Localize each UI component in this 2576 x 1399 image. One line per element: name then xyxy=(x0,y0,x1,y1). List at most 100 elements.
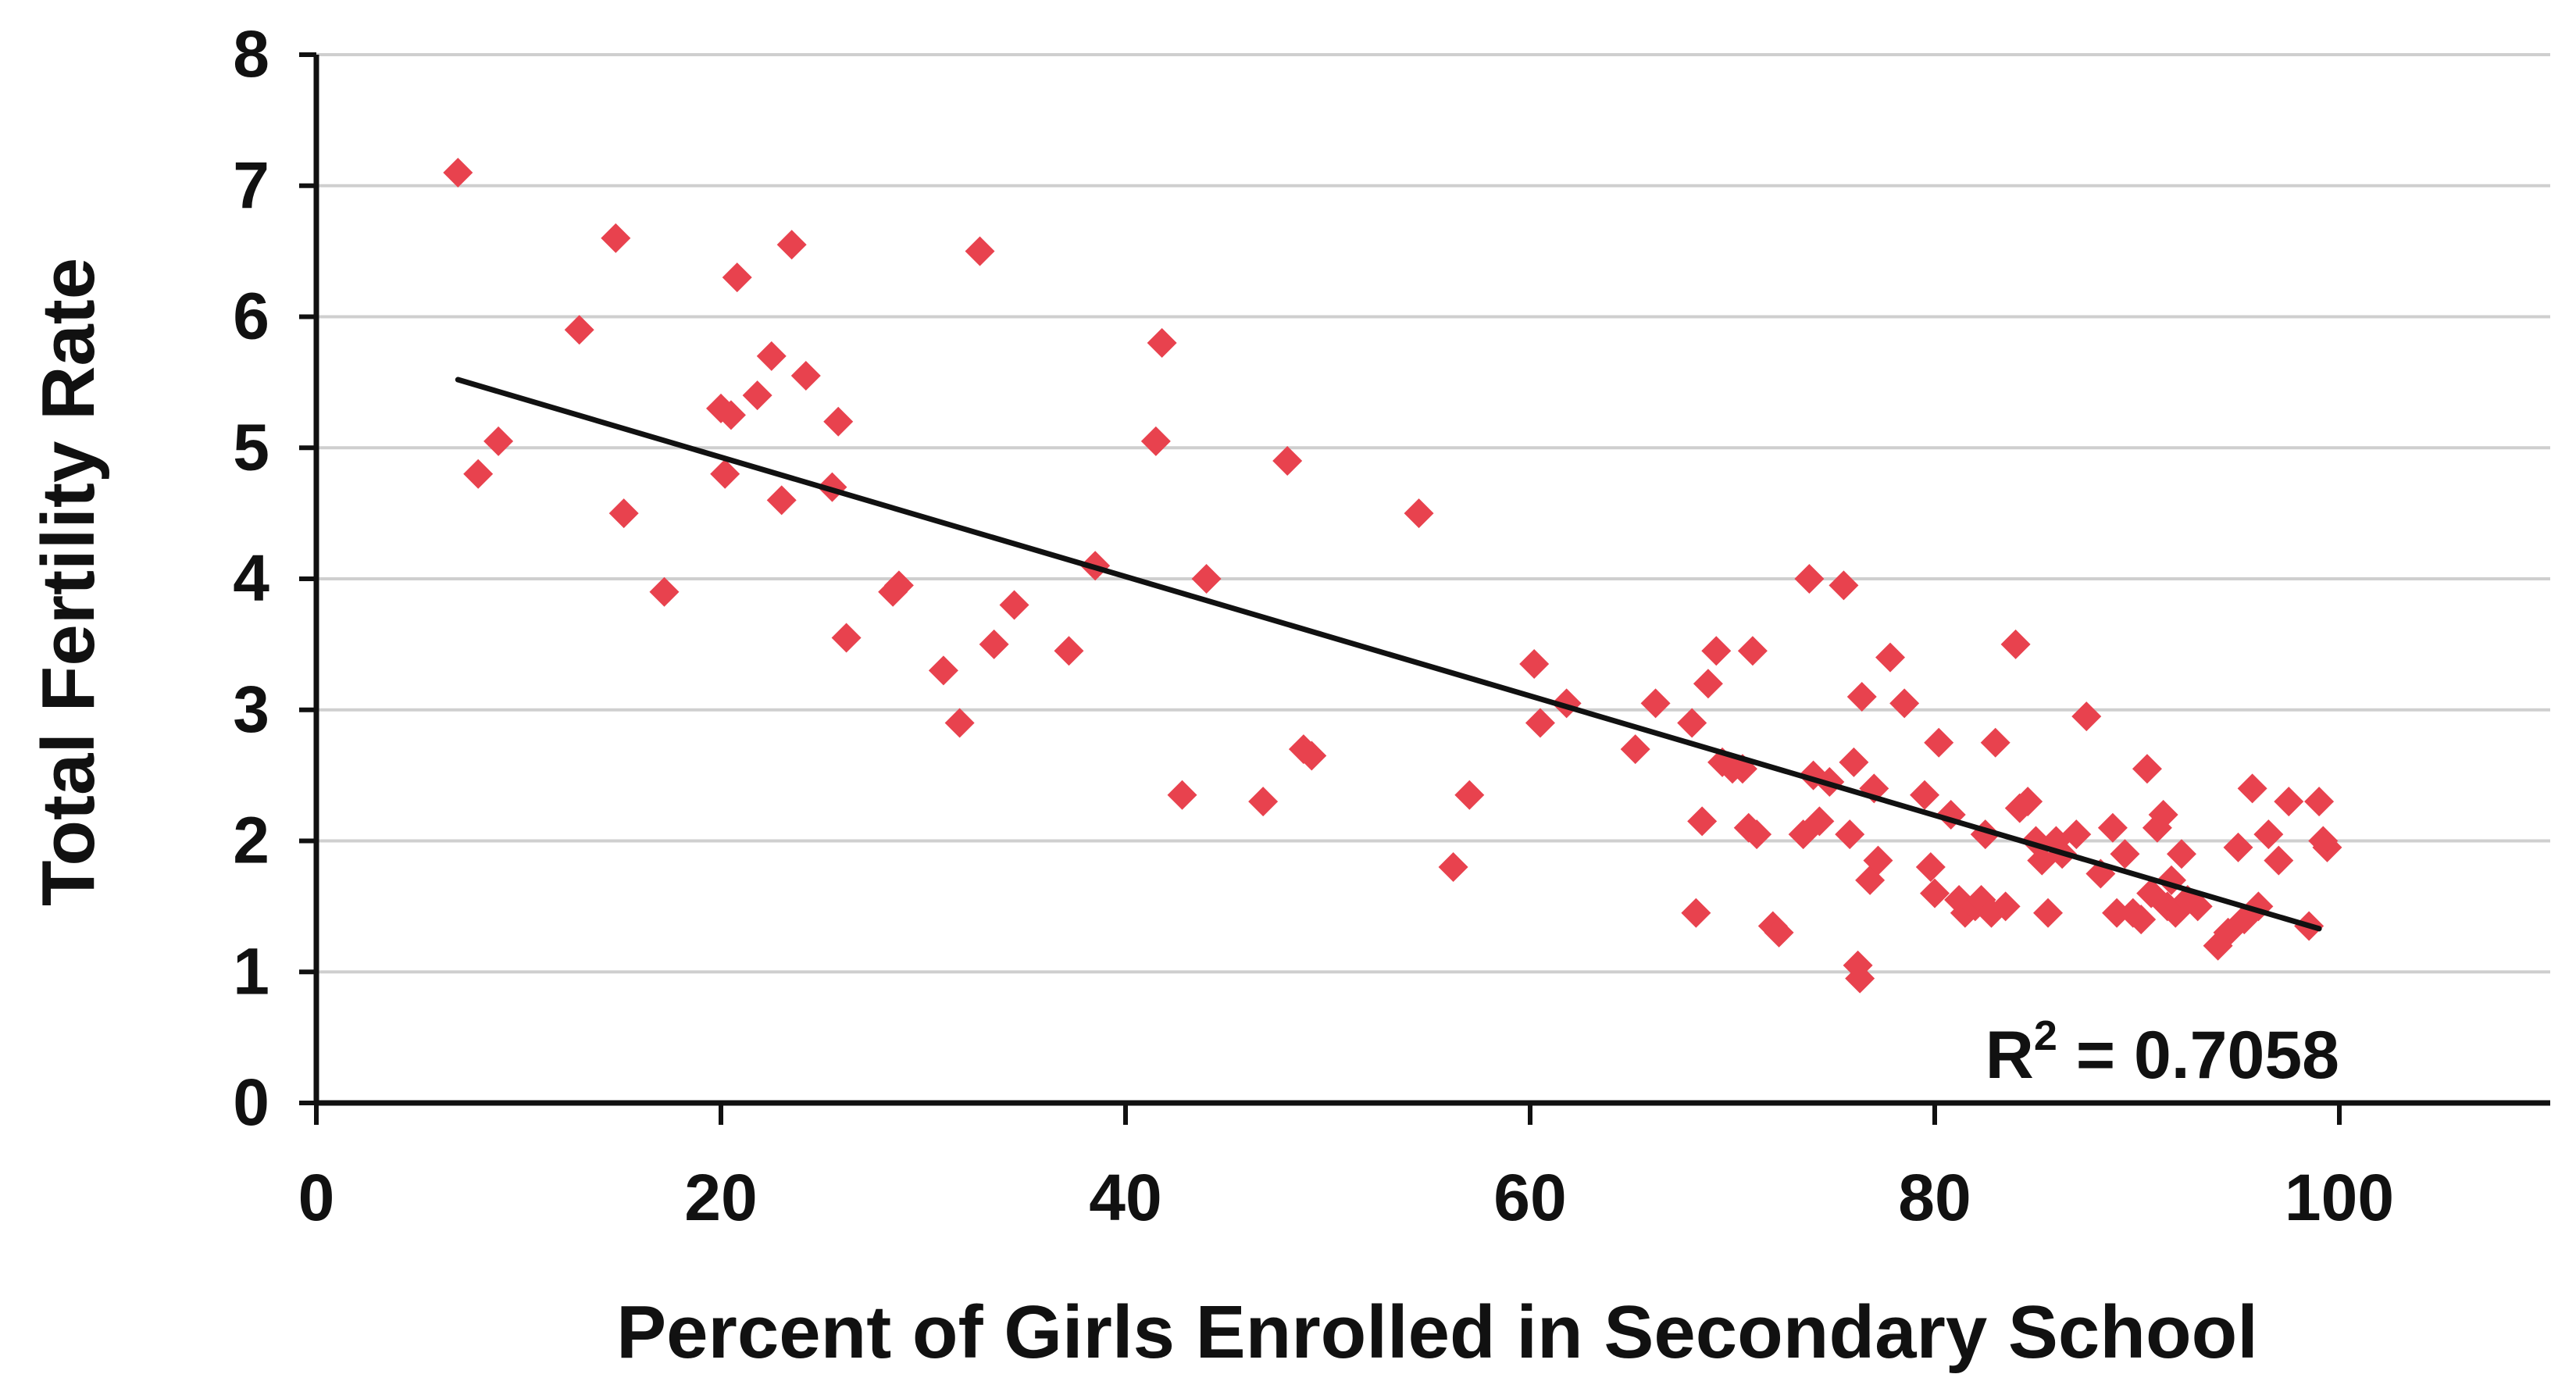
x-tick-label-100: 100 xyxy=(2285,1161,2394,1234)
data-point-5 xyxy=(608,498,639,529)
data-point-101 xyxy=(2126,905,2157,935)
data-point-22 xyxy=(944,708,975,738)
data-point-0 xyxy=(443,157,473,187)
data-point-105 xyxy=(2148,799,2178,830)
data-point-42 xyxy=(1620,734,1650,765)
x-tick-label-60: 60 xyxy=(1493,1161,1566,1234)
trendline-group xyxy=(455,377,2322,932)
data-point-84 xyxy=(1980,727,2010,758)
data-point-43 xyxy=(1640,688,1671,719)
y-tick-label-8: 8 xyxy=(233,17,269,91)
x-tick-label-40: 40 xyxy=(1089,1161,1161,1234)
x-tick-label-80: 80 xyxy=(1898,1161,1971,1234)
data-point-114 xyxy=(2223,832,2253,862)
data-point-11 xyxy=(742,380,772,411)
data-point-9 xyxy=(715,400,746,430)
data-point-53 xyxy=(1737,636,1768,666)
data-point-29 xyxy=(1147,328,1177,359)
data-point-124 xyxy=(2312,832,2342,862)
data-point-23 xyxy=(965,236,995,266)
y-tick-label-1: 1 xyxy=(233,934,269,1008)
data-point-2 xyxy=(483,426,514,456)
data-point-13 xyxy=(766,485,797,516)
data-point-4 xyxy=(601,223,631,253)
r-squared-value: = 0.7058 xyxy=(2057,1018,2339,1093)
data-point-25 xyxy=(999,590,1029,620)
data-point-70 xyxy=(1863,845,1893,876)
y-tick-label-4: 4 xyxy=(233,541,269,615)
data-point-8 xyxy=(710,459,740,489)
data-point-73 xyxy=(1910,780,1940,810)
data-point-33 xyxy=(1272,446,1303,476)
data-point-37 xyxy=(1438,852,1468,883)
data-point-64 xyxy=(1839,747,1869,777)
data-point-10 xyxy=(722,262,752,293)
data-point-109 xyxy=(2166,839,2196,869)
data-point-26 xyxy=(1054,636,1084,666)
y-tick-label-7: 7 xyxy=(233,148,269,222)
data-point-62 xyxy=(1829,570,1859,601)
data-point-95 xyxy=(2071,701,2102,732)
data-points xyxy=(443,157,2342,994)
data-point-31 xyxy=(1191,564,1222,594)
data-point-46 xyxy=(1687,806,1718,837)
y-tick-label-5: 5 xyxy=(233,410,269,484)
data-point-97 xyxy=(2097,812,2128,843)
data-point-54 xyxy=(1742,819,1772,850)
x-axis-label: Percent of Girls Enrolled in Secondary S… xyxy=(616,1290,2258,1374)
data-point-21 xyxy=(928,655,958,686)
data-point-17 xyxy=(823,406,854,437)
data-point-32 xyxy=(1248,787,1279,817)
data-point-35 xyxy=(1297,741,1327,771)
data-point-12 xyxy=(756,341,787,371)
data-point-28 xyxy=(1140,426,1171,456)
data-point-48 xyxy=(1701,636,1732,666)
data-point-71 xyxy=(1875,642,1906,673)
data-point-74 xyxy=(1915,852,1946,883)
y-tick-label-2: 2 xyxy=(233,804,269,877)
data-point-122 xyxy=(2304,787,2335,817)
data-point-66 xyxy=(1845,963,1875,994)
y-tick-label-3: 3 xyxy=(233,673,269,746)
data-point-30 xyxy=(1167,780,1197,810)
data-point-67 xyxy=(1846,681,1877,712)
trendline xyxy=(455,377,2322,932)
data-point-3 xyxy=(564,315,594,345)
r-squared-base: R xyxy=(1986,1018,2034,1093)
y-axis-label: Total Fertility Rate xyxy=(27,258,110,906)
data-point-85 xyxy=(1990,891,2021,922)
data-point-1 xyxy=(463,459,494,489)
data-point-56 xyxy=(1764,917,1794,948)
data-point-98 xyxy=(2102,898,2132,928)
data-point-20 xyxy=(883,570,914,601)
data-point-18 xyxy=(831,623,862,653)
data-point-45 xyxy=(1681,898,1711,928)
data-point-94 xyxy=(2061,819,2092,850)
data-point-58 xyxy=(1794,564,1825,594)
data-point-99 xyxy=(2110,839,2140,869)
data-point-86 xyxy=(2000,629,2031,659)
data-point-76 xyxy=(1924,727,1954,758)
axes xyxy=(299,52,2550,1125)
data-point-60 xyxy=(1804,806,1835,837)
data-point-39 xyxy=(1519,649,1550,680)
r-squared-superscript: 2 xyxy=(2034,1012,2057,1059)
data-point-102 xyxy=(2132,754,2162,784)
data-point-36 xyxy=(1404,498,1434,529)
data-point-119 xyxy=(2264,845,2294,876)
x-tick-label-0: 0 xyxy=(298,1161,335,1234)
data-point-6 xyxy=(649,576,680,607)
data-point-88 xyxy=(2013,787,2043,817)
data-point-14 xyxy=(776,230,807,260)
data-point-72 xyxy=(1889,688,1920,719)
data-point-47 xyxy=(1693,669,1723,699)
data-point-44 xyxy=(1677,708,1707,738)
data-point-38 xyxy=(1454,780,1485,810)
data-point-15 xyxy=(790,360,821,391)
data-point-116 xyxy=(2237,773,2267,804)
x-tick-label-20: 20 xyxy=(684,1161,757,1234)
y-tick-label-6: 6 xyxy=(233,280,269,353)
data-point-63 xyxy=(1835,819,1865,850)
data-point-111 xyxy=(2182,891,2213,922)
